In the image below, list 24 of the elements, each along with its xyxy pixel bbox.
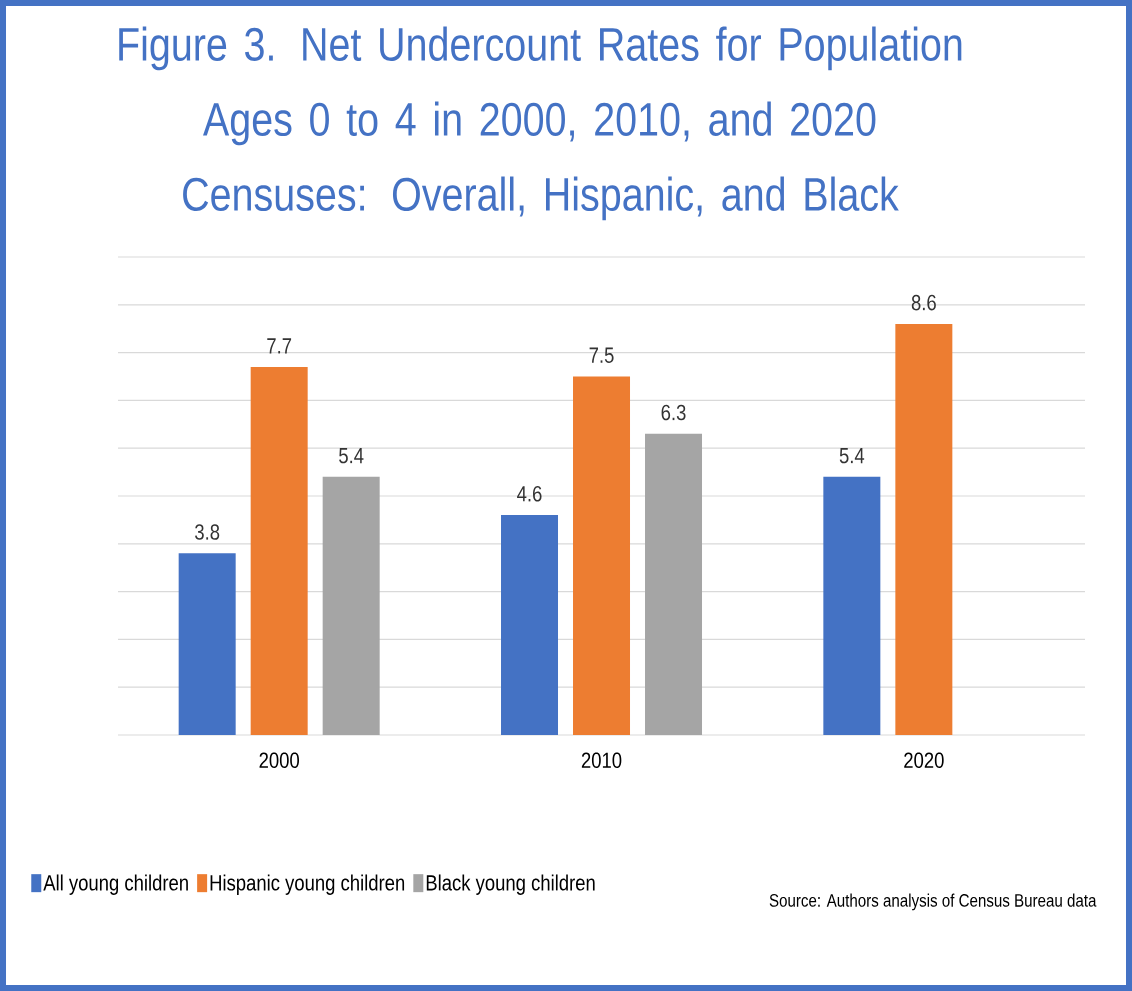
data-label: 6.3 — [661, 404, 686, 421]
data-label: 7.7 — [267, 338, 292, 354]
bar — [823, 476, 881, 735]
data-label: 7.5 — [589, 347, 614, 363]
data-label: 5.4 — [839, 447, 865, 464]
bar — [250, 366, 308, 735]
chart-title: Figure 3. Net Undercount Rates for Population Ages 0 to 4 in 2000, 2010, and 2020 Censuses: Overall, Hispanic, and Black — [119, 26, 962, 221]
legend-label: All young children — [43, 874, 188, 895]
bar — [573, 376, 631, 735]
data-label: 4.6 — [517, 486, 542, 502]
x-tick-label: 2020 — [904, 752, 944, 769]
bar — [178, 553, 236, 735]
data-label: 3.8 — [195, 524, 220, 540]
x-tick-label: 2000 — [259, 752, 300, 769]
data-label: 8.6 — [911, 294, 936, 311]
bar — [322, 476, 380, 735]
bar — [645, 433, 703, 735]
legend-label: Black young children — [426, 874, 595, 895]
legend-label: Hispanic young children — [210, 874, 405, 895]
x-tick-label: 2010 — [581, 752, 622, 769]
source-note: Source: Authors analysis of Census Bureau data — [769, 893, 1097, 911]
bar — [501, 515, 559, 735]
data-label: 5.4 — [339, 447, 364, 464]
bar — [895, 323, 953, 735]
